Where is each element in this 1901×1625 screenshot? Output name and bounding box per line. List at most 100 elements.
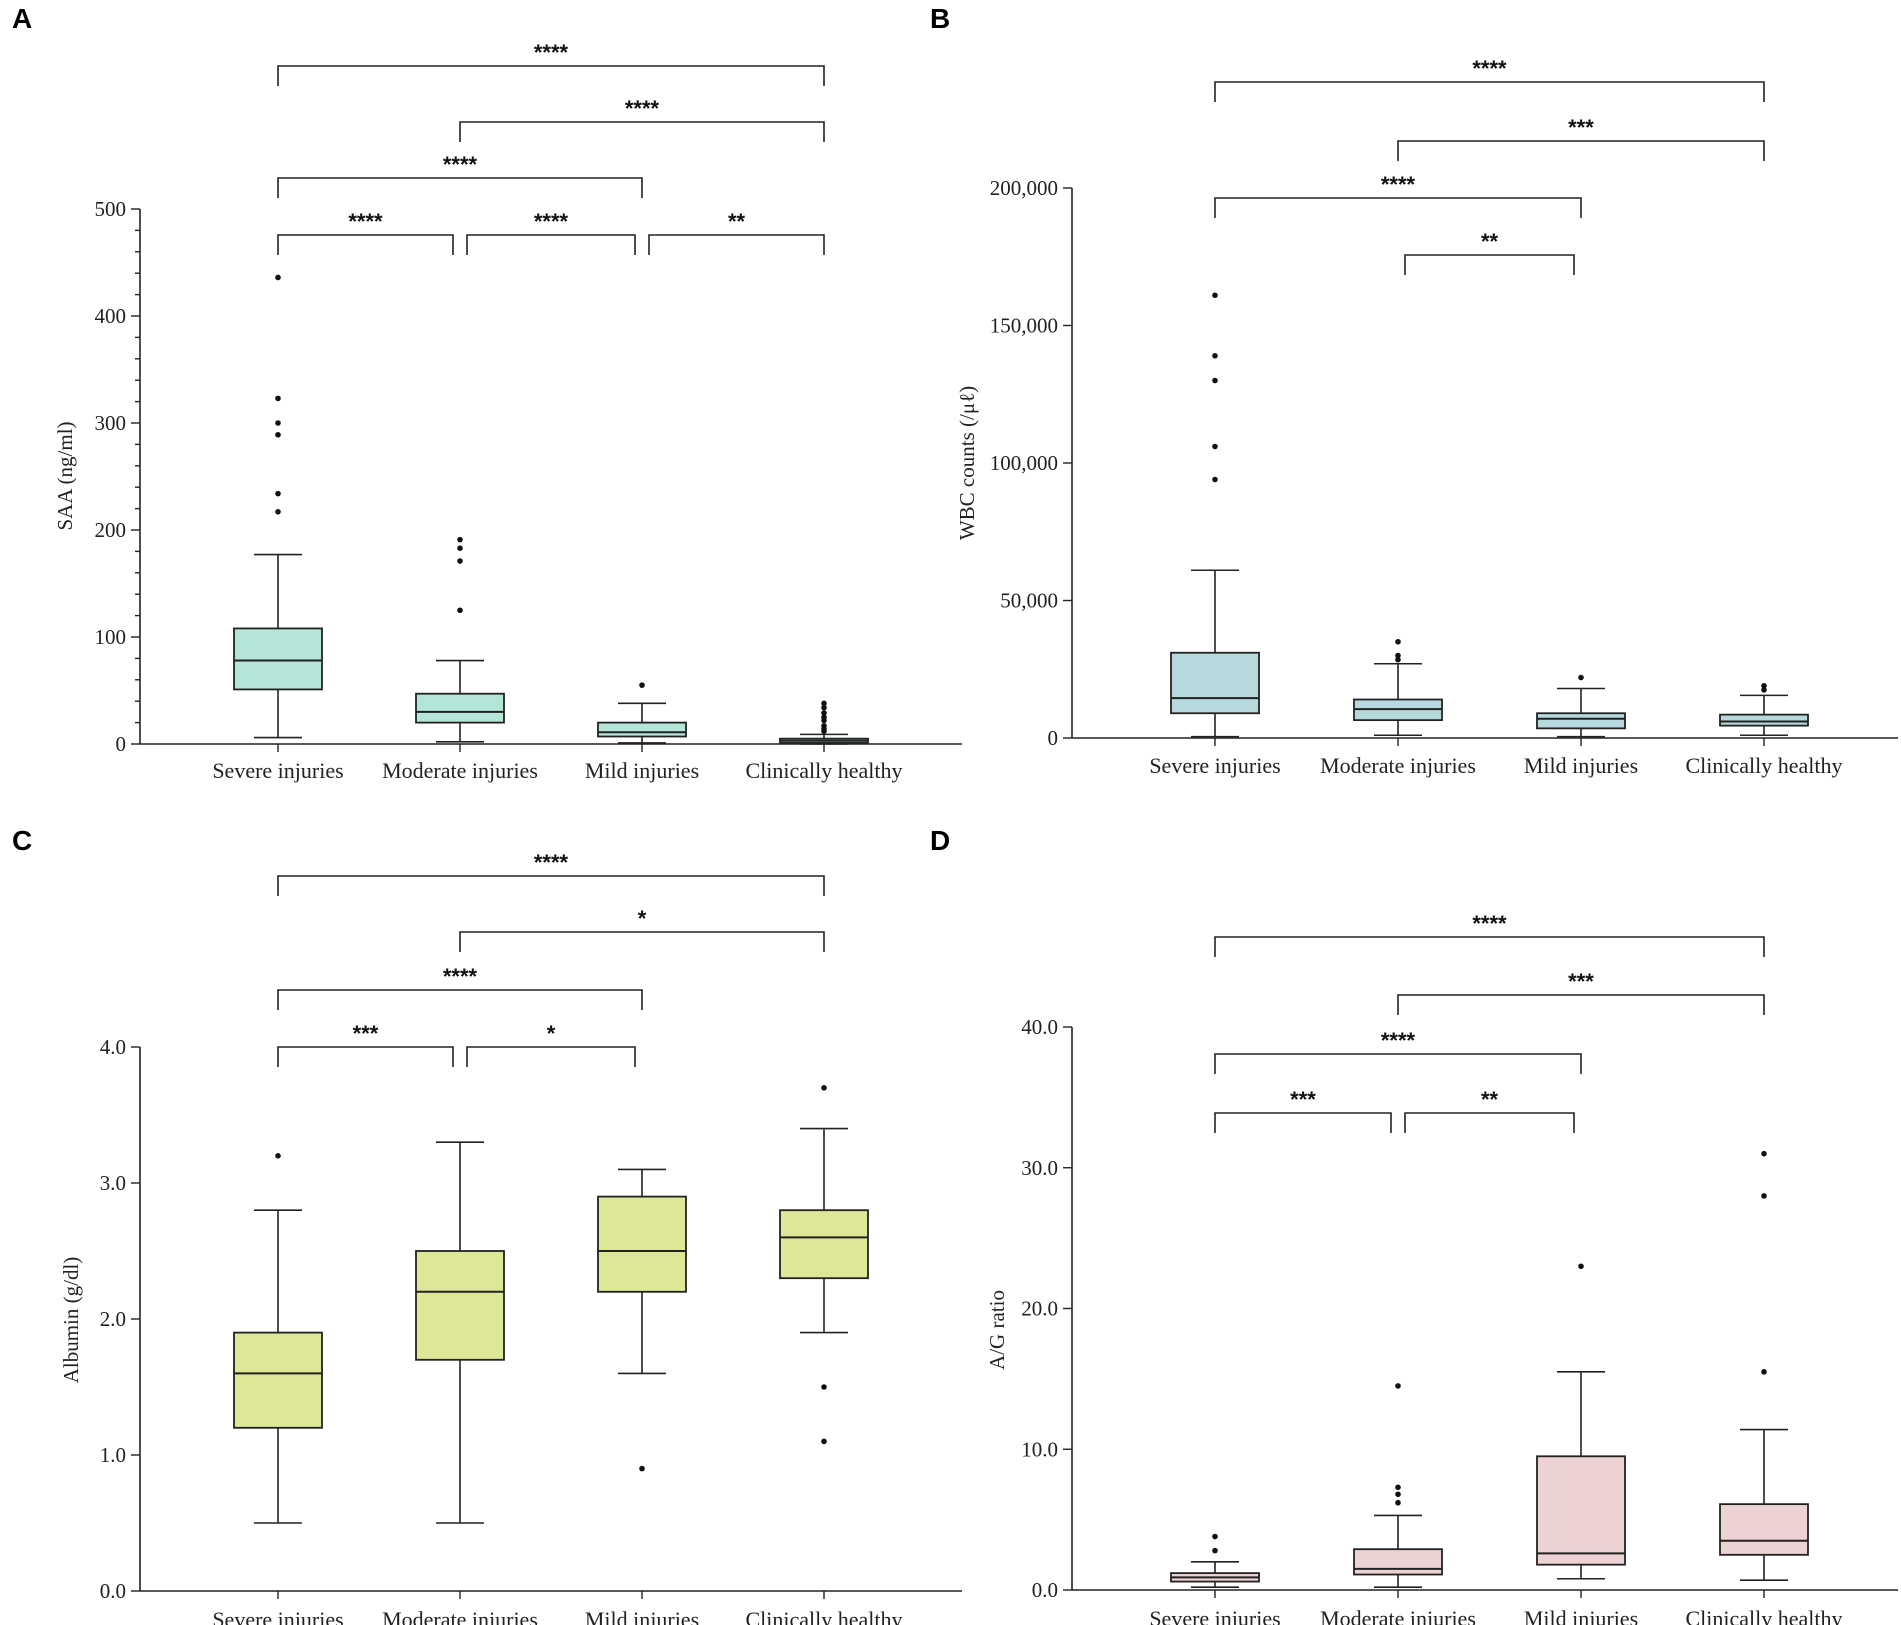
iqr-box: [597, 1195, 687, 1293]
outlier-point: [821, 710, 827, 716]
y-tick-label: 500: [95, 197, 127, 221]
y-tick-label: 2.0: [100, 1307, 126, 1331]
panel-d: D 0.0 10.0 20.0 30.0 40.0 A/G ratio Severe inju…: [930, 825, 1898, 1625]
box-3: [597, 1168, 687, 1472]
outlier-point: [1395, 1499, 1401, 1506]
box-2: [1353, 638, 1443, 737]
significance-label: *: [638, 906, 647, 931]
category-label: Mild injuries: [585, 1607, 699, 1625]
category-label: Mild injuries: [1524, 753, 1638, 778]
outlier-point: [275, 395, 281, 402]
significance-label: **: [728, 209, 746, 234]
category-label: Moderate injuries: [1320, 1606, 1476, 1625]
iqr-box: [1536, 1455, 1626, 1566]
outlier-point: [1212, 292, 1218, 299]
category-label: Clinically healthy: [745, 758, 902, 783]
outlier-point: [1395, 1484, 1401, 1491]
significance-label: ***: [1290, 1087, 1316, 1112]
significance-label: ****: [1472, 911, 1507, 936]
iqr-box: [1719, 713, 1809, 727]
category-label: Moderate injuries: [382, 758, 538, 783]
outlier-point: [1395, 638, 1401, 645]
iqr-box: [233, 627, 323, 691]
iqr-box: [597, 721, 687, 738]
outlier-point: [275, 420, 281, 426]
outlier-point: [639, 682, 645, 688]
panel-label: A: [12, 3, 32, 34]
outlier-point: [821, 700, 827, 707]
box-3: [597, 682, 687, 744]
significance-bracket: [1214, 1112, 1392, 1133]
y-tick-label: 300: [95, 411, 127, 435]
outlier-point: [821, 704, 827, 711]
iqr-box: [1536, 712, 1626, 730]
y-tick-label: 100,000: [990, 451, 1058, 475]
panel-label: D: [930, 825, 950, 856]
significance-label: **: [1481, 1087, 1499, 1112]
significance-bracket: [1404, 254, 1575, 275]
y-axis-title: A/G ratio: [985, 1290, 1009, 1370]
outlier-point: [1761, 682, 1767, 689]
category-label: Clinically healthy: [745, 1607, 902, 1625]
category-label: Moderate injuries: [1320, 753, 1476, 778]
outlier-point: [457, 545, 463, 551]
category-label: Clinically healthy: [1685, 753, 1842, 778]
category-label: Severe injuries: [212, 758, 343, 783]
significance-bracket: [277, 875, 825, 896]
outlier-point: [1395, 652, 1401, 659]
y-tick-label: 150,000: [990, 314, 1058, 338]
y-axis-title: WBC counts (/μℓ): [955, 386, 979, 540]
y-tick-label: 200,000: [990, 176, 1058, 200]
outlier-point: [821, 1438, 827, 1445]
category-label: Severe injuries: [1149, 1606, 1280, 1625]
outlier-point: [639, 1465, 645, 1472]
significance-label: ****: [443, 964, 478, 989]
y-tick-label: 0: [1048, 726, 1059, 750]
y-tick-label: 10.0: [1021, 1437, 1058, 1461]
box-2: [415, 1141, 505, 1524]
box-1: [1170, 292, 1260, 738]
outlier-point: [275, 431, 281, 438]
y-axis-title: Albumin (g/dl): [59, 1257, 83, 1384]
outlier-point: [1212, 352, 1218, 359]
outlier-point: [1212, 476, 1218, 483]
box-1: [1170, 1533, 1260, 1588]
significance-bracket: [459, 931, 825, 952]
significance-label: ****: [1381, 172, 1416, 197]
significance-label: ****: [534, 209, 569, 234]
y-tick-label: 0.0: [1032, 1578, 1058, 1602]
significance-bracket: [1397, 140, 1765, 161]
outlier-point: [821, 1085, 827, 1091]
outlier-point: [1395, 1383, 1401, 1389]
y-tick-label: 0: [116, 732, 127, 756]
box-1: [233, 274, 323, 739]
outlier-point: [1212, 377, 1218, 384]
significance-label: ****: [443, 152, 478, 177]
box-4: [779, 1085, 869, 1445]
category-label: Clinically healthy: [1685, 1606, 1842, 1625]
outlier-point: [1212, 1533, 1218, 1540]
significance-label: ****: [534, 40, 569, 65]
panel-a: A 0 100 200 300 400 500 SAA (ng/ml) Severe injur…: [12, 3, 962, 783]
significance-bracket: [1214, 197, 1582, 218]
significance-label: **: [1481, 229, 1499, 254]
outlier-point: [1395, 656, 1401, 663]
y-tick-label: 200: [95, 518, 127, 542]
box-3: [1536, 674, 1626, 738]
iqr-box: [1719, 1503, 1809, 1556]
outlier-point: [821, 1384, 827, 1390]
significance-label: ****: [625, 96, 660, 121]
box-4: [1719, 682, 1809, 737]
y-tick-label: 3.0: [100, 1171, 126, 1195]
significance-label: ****: [534, 850, 569, 875]
y-tick-label: 40.0: [1021, 1015, 1058, 1039]
panel-label: C: [12, 825, 32, 856]
outlier-point: [1761, 1369, 1767, 1375]
significance-bracket: [466, 234, 636, 255]
outlier-point: [275, 1153, 281, 1159]
significance-bracket: [459, 121, 825, 142]
y-tick-label: 100: [95, 625, 127, 649]
y-tick-label: 0.0: [100, 1579, 126, 1603]
category-label: Mild injuries: [1524, 1606, 1638, 1625]
